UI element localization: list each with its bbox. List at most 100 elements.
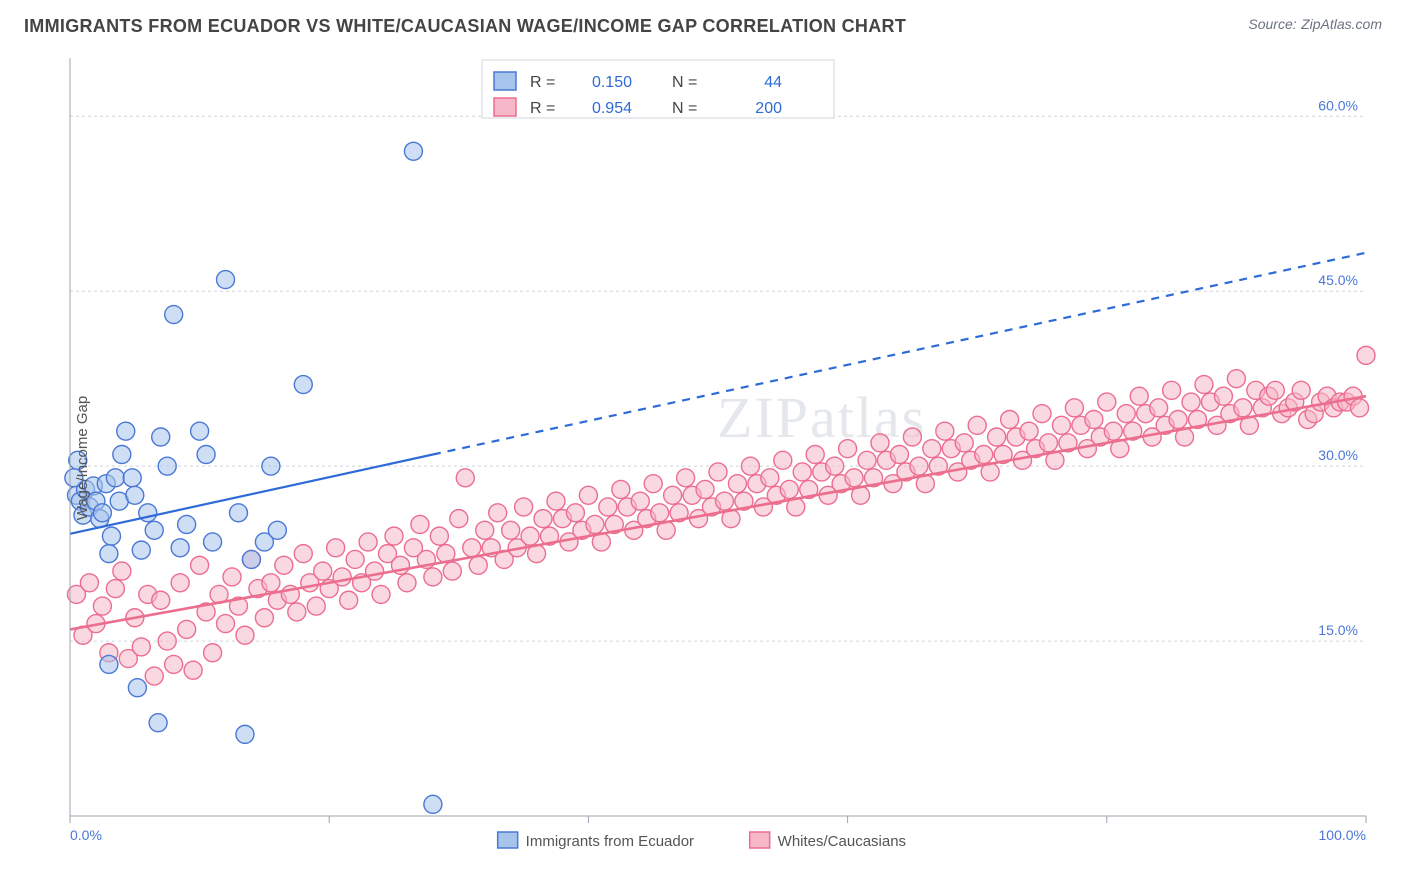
data-point [152, 591, 170, 609]
x-tick-label: 100.0% [1319, 827, 1366, 843]
data-point [839, 440, 857, 458]
data-point [165, 655, 183, 673]
data-point [385, 527, 403, 545]
data-point [599, 498, 617, 516]
data-point [165, 306, 183, 324]
data-point [728, 475, 746, 493]
data-point [294, 545, 312, 563]
data-point [1052, 416, 1070, 434]
data-point [191, 556, 209, 574]
chart-title: IMMIGRANTS FROM ECUADOR VS WHITE/CAUCASI… [24, 16, 906, 37]
data-point [404, 142, 422, 160]
data-point [450, 510, 468, 528]
data-point [677, 469, 695, 487]
data-point [664, 486, 682, 504]
legend-n-label: N = [672, 74, 697, 91]
data-point [171, 539, 189, 557]
data-point [1085, 411, 1103, 429]
data-point [890, 445, 908, 463]
watermark: ZIPatlas [717, 385, 926, 450]
data-point [132, 638, 150, 656]
data-point [268, 521, 286, 539]
data-point [1169, 411, 1187, 429]
legend-swatch [498, 832, 518, 848]
data-point [152, 428, 170, 446]
source: Source: ZipAtlas.com [1248, 16, 1382, 34]
data-point [158, 457, 176, 475]
data-point [521, 527, 539, 545]
data-point [1234, 399, 1252, 417]
legend-r-value: 0.954 [592, 100, 632, 117]
data-point [1020, 422, 1038, 440]
data-point [204, 533, 222, 551]
data-point [566, 504, 584, 522]
data-point [93, 504, 111, 522]
chart-container: Wage/Income Gap 15.0%30.0%45.0%60.0%ZIPa… [24, 48, 1382, 868]
data-point [806, 445, 824, 463]
data-point [178, 620, 196, 638]
data-point [968, 416, 986, 434]
y-axis-label: Wage/Income Gap [74, 396, 91, 521]
data-point [1001, 411, 1019, 429]
data-point [106, 580, 124, 598]
data-point [1098, 393, 1116, 411]
data-point [424, 795, 442, 813]
data-point [1117, 405, 1135, 423]
data-point [145, 521, 163, 539]
data-point [411, 515, 429, 533]
data-point [469, 556, 487, 574]
data-point [236, 725, 254, 743]
data-point [612, 480, 630, 498]
data-point [761, 469, 779, 487]
data-point [149, 714, 167, 732]
y-tick-label: 60.0% [1318, 97, 1358, 113]
data-point [294, 376, 312, 394]
data-point [106, 469, 124, 487]
data-point [184, 661, 202, 679]
data-point [826, 457, 844, 475]
data-point [579, 486, 597, 504]
data-point [242, 550, 260, 568]
data-point [178, 515, 196, 533]
data-point [197, 445, 215, 463]
scatter-chart: 15.0%30.0%45.0%60.0%ZIPatlas0.0%100.0%R … [24, 48, 1382, 868]
data-point [113, 562, 131, 580]
data-point [644, 475, 662, 493]
data-point [132, 541, 150, 559]
data-point [1065, 399, 1083, 417]
data-point [988, 428, 1006, 446]
data-point [236, 626, 254, 644]
data-point [158, 632, 176, 650]
data-point [456, 469, 474, 487]
source-label: Source: [1248, 16, 1296, 32]
x-tick-label: 0.0% [70, 827, 102, 843]
data-point [372, 585, 390, 603]
data-point [955, 434, 973, 452]
data-point [223, 568, 241, 586]
data-point [1357, 346, 1375, 364]
data-point [1292, 381, 1310, 399]
y-tick-label: 45.0% [1318, 272, 1358, 288]
data-point [346, 550, 364, 568]
data-point [489, 504, 507, 522]
data-point [100, 545, 118, 563]
y-tick-label: 15.0% [1318, 622, 1358, 638]
data-point [191, 422, 209, 440]
data-point [398, 574, 416, 592]
data-point [923, 440, 941, 458]
legend-swatch [494, 72, 516, 90]
data-point [102, 527, 120, 545]
legend-n-value: 200 [755, 100, 782, 117]
data-point [1104, 422, 1122, 440]
data-point [858, 451, 876, 469]
data-point [217, 615, 235, 633]
data-point [845, 469, 863, 487]
data-point [975, 445, 993, 463]
data-point [262, 574, 280, 592]
legend-swatch [494, 98, 516, 116]
data-point [1163, 381, 1181, 399]
legend-n-label: N = [672, 100, 697, 117]
data-point [1130, 387, 1148, 405]
data-point [288, 603, 306, 621]
data-point [307, 597, 325, 615]
